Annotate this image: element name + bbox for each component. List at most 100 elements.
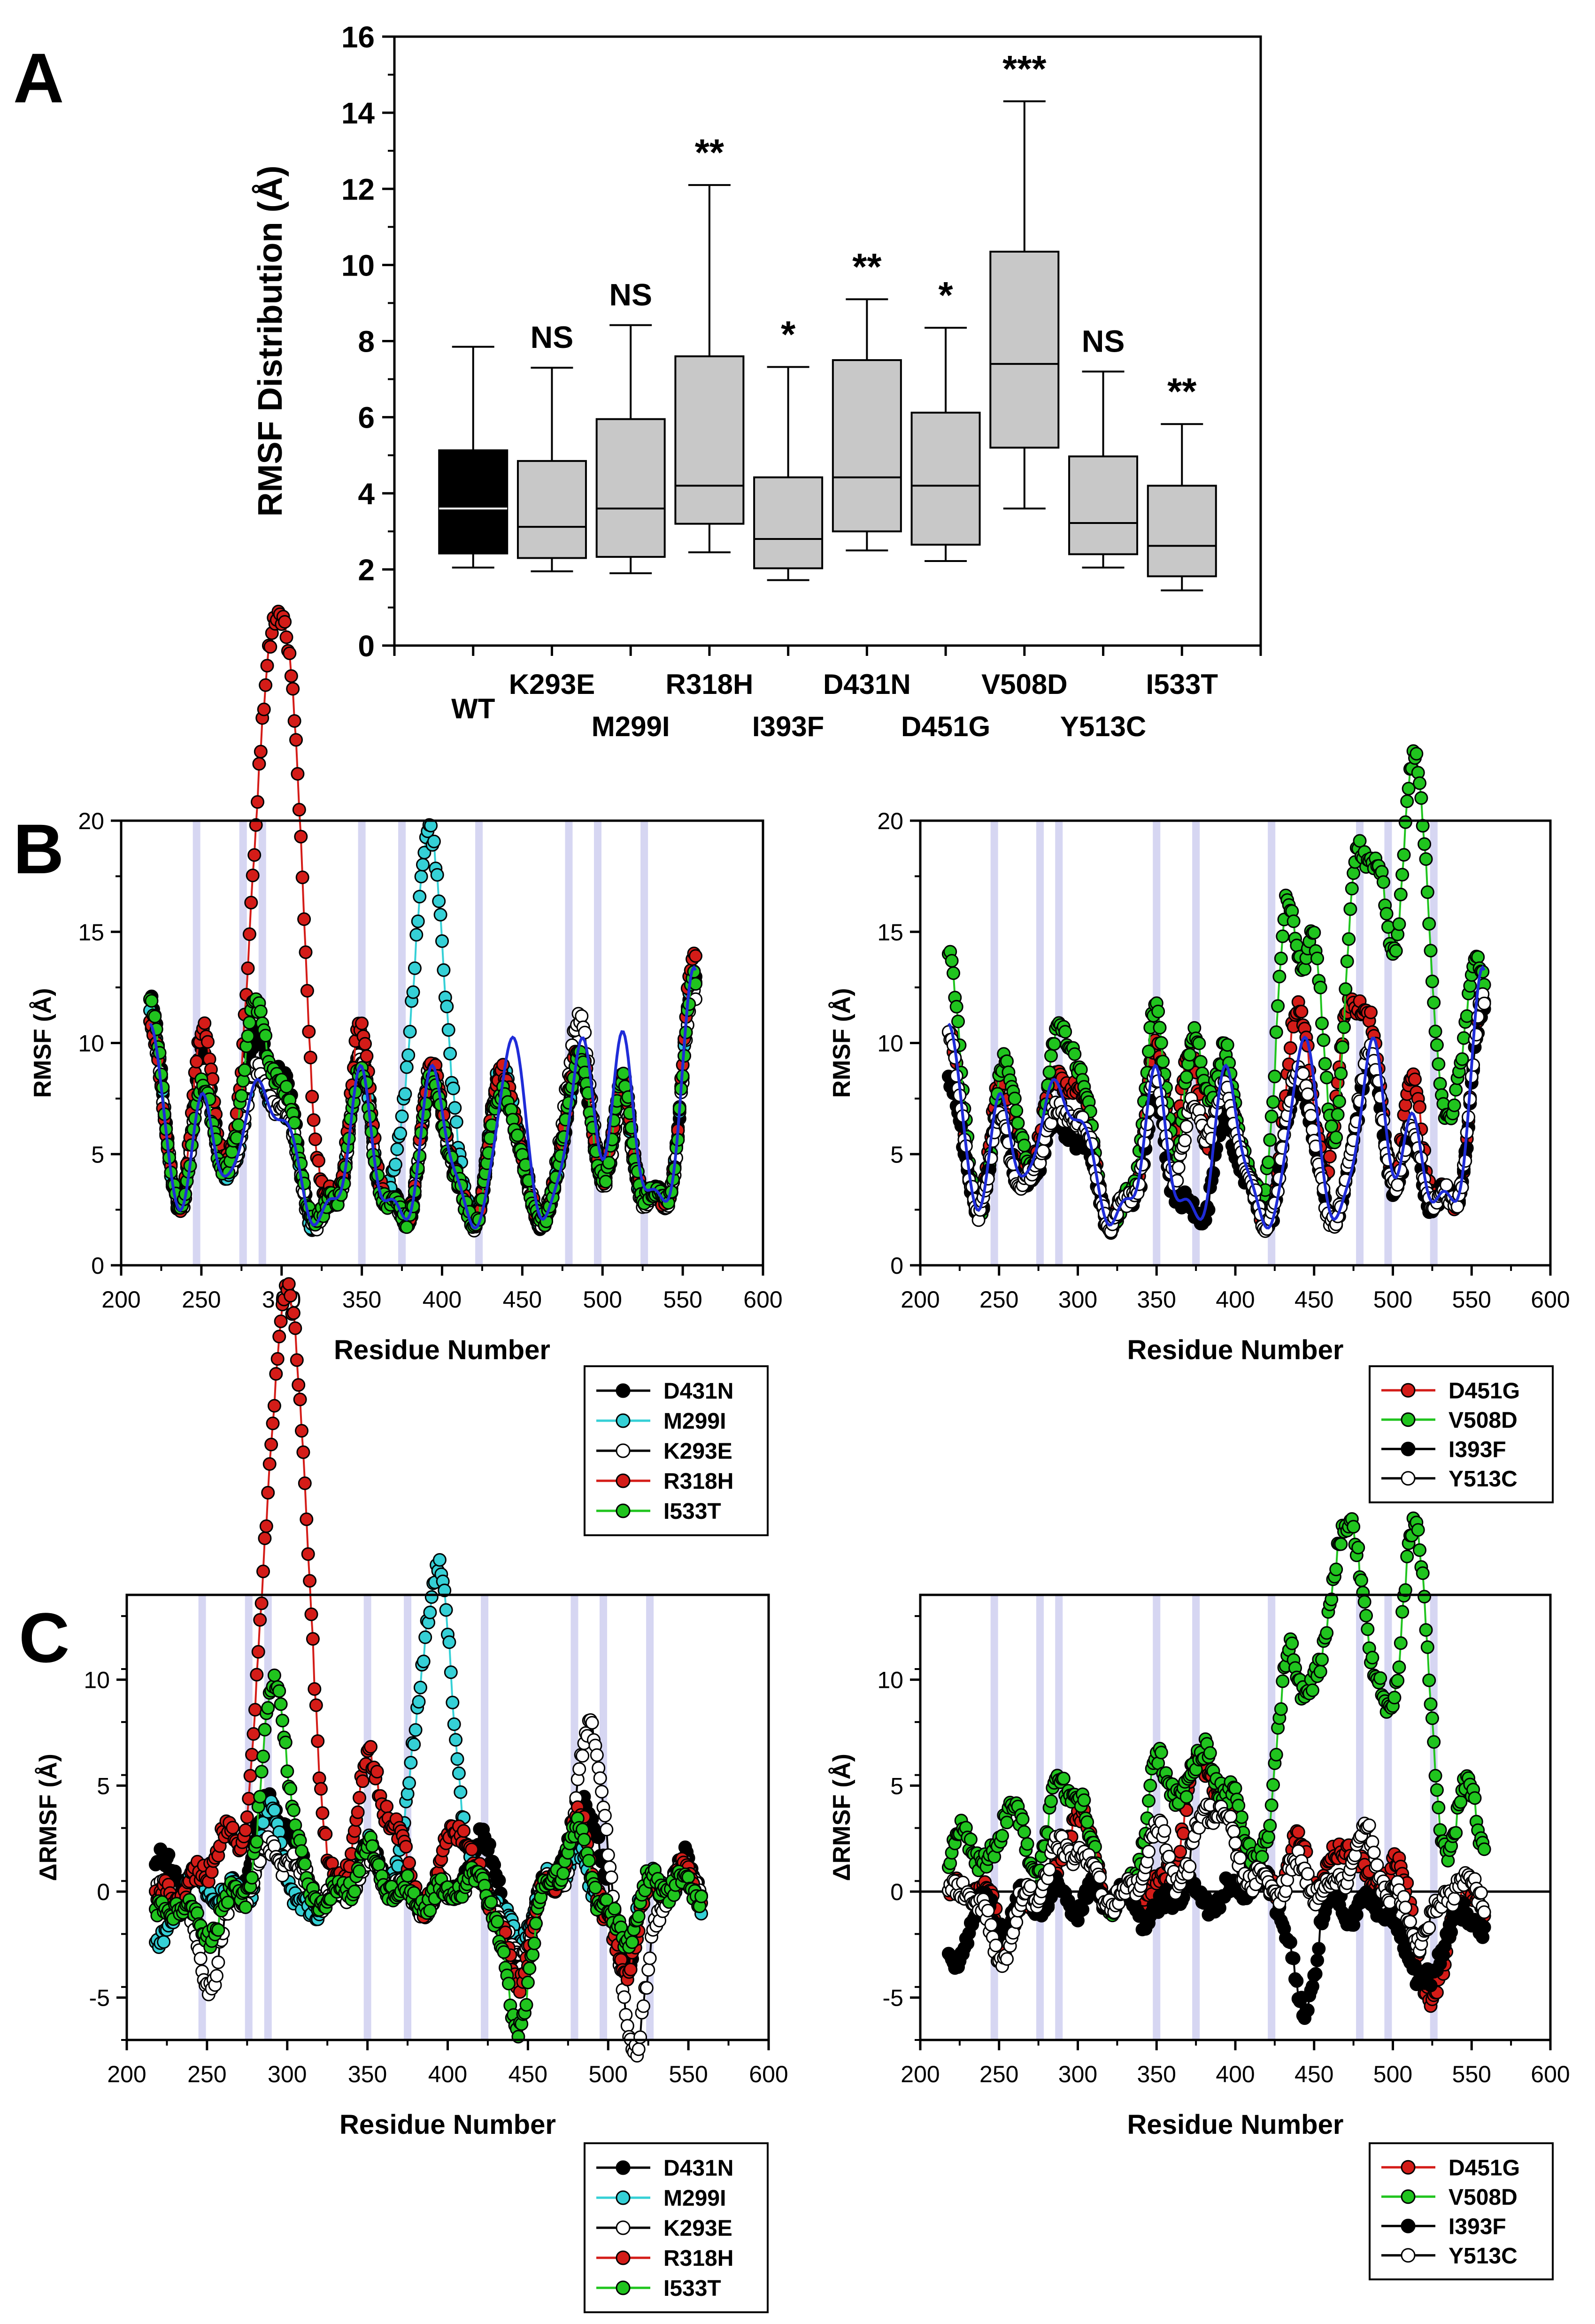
y-tick-label: 4 [358, 477, 375, 511]
data-point [242, 927, 256, 941]
data-point [1343, 902, 1357, 916]
legend-swatch-marker [1401, 1412, 1416, 1427]
y-tick-label: 10 [341, 248, 375, 282]
data-point [575, 1009, 589, 1023]
data-point [403, 1024, 417, 1039]
data-point [398, 1087, 412, 1101]
data-point [424, 1590, 439, 1604]
panel-label-b: B [13, 809, 64, 888]
data-point [287, 714, 301, 728]
data-point [364, 1740, 378, 1754]
line-plot-b-right: 200 250 300 350 400 450 500 550 60005101520Resid… [828, 744, 1570, 1503]
data-point [319, 1827, 333, 1841]
data-point [600, 1823, 614, 1837]
y-tick-label: 0 [890, 1253, 903, 1279]
x-tick-label: 400 [1216, 1286, 1255, 1313]
data-point [1269, 1025, 1283, 1039]
data-point [243, 1769, 257, 1783]
data-point [298, 1857, 312, 1871]
data-point [417, 846, 431, 860]
data-point [1397, 848, 1411, 862]
data-point [244, 896, 258, 909]
data-point [423, 1605, 437, 1619]
data-point [1391, 1178, 1405, 1192]
data-point [604, 1870, 618, 1884]
data-point [286, 1803, 301, 1817]
data-point [284, 669, 298, 683]
data-point [1414, 791, 1428, 805]
box-i533t [1147, 485, 1217, 577]
data-point [641, 1963, 655, 1977]
data-point [295, 1424, 308, 1438]
data-point [1276, 929, 1290, 943]
data-point [529, 1916, 543, 1931]
legend-label: K293E [663, 1439, 732, 1464]
data-point [148, 1009, 162, 1023]
legend-swatch-marker [616, 1443, 631, 1458]
y-tick-label: 5 [890, 1141, 903, 1168]
data-point [269, 1367, 283, 1381]
data-point [290, 1353, 304, 1367]
data-point [1283, 1041, 1297, 1055]
data-point [221, 1895, 235, 1909]
data-point [492, 1873, 506, 1887]
data-point [289, 733, 303, 747]
data-point [298, 1476, 312, 1490]
data-point [413, 890, 427, 904]
data-point [1376, 875, 1390, 889]
data-point [347, 1824, 362, 1838]
data-point [272, 1684, 286, 1698]
data-point [292, 803, 306, 817]
data-point [257, 702, 271, 716]
panel-label-c: C [19, 1598, 69, 1677]
data-point [295, 1844, 308, 1858]
data-point [1287, 914, 1301, 928]
data-point [527, 1936, 541, 1950]
data-point [449, 1733, 463, 1747]
y-tick-label: 5 [91, 1141, 104, 1168]
data-point [1337, 1020, 1351, 1034]
data-point [599, 1175, 613, 1189]
data-point [294, 830, 308, 844]
data-point [446, 1695, 460, 1709]
data-point [457, 1824, 471, 1838]
data-point [1296, 1067, 1310, 1081]
data-point [1332, 1094, 1346, 1108]
data-point [270, 1352, 285, 1366]
data-point [402, 1776, 416, 1790]
box-d451g [910, 411, 981, 546]
data-point [245, 1747, 259, 1762]
data-point [447, 1717, 461, 1731]
data-point [1430, 1038, 1444, 1052]
data-point [1342, 932, 1356, 946]
x-tick-label: 550 [1452, 1286, 1491, 1313]
data-point [590, 1748, 604, 1762]
data-point [1264, 1109, 1279, 1124]
data-point [1047, 1037, 1061, 1051]
data-point [247, 848, 262, 862]
data-point [279, 1080, 293, 1093]
data-point [314, 1782, 328, 1796]
data-point [370, 1765, 384, 1778]
data-point [309, 1698, 323, 1712]
data-point [1156, 1054, 1170, 1069]
data-point [360, 1049, 374, 1063]
data-point [1398, 1098, 1412, 1112]
data-point [439, 1603, 453, 1617]
data-point [311, 1154, 325, 1168]
line-plot-b-left: 20025030035040045050055060005101520Resid… [29, 605, 783, 1536]
significance-label: ** [1167, 370, 1197, 412]
data-point [416, 858, 430, 872]
data-point [304, 1607, 318, 1621]
data-point [949, 1000, 963, 1014]
significance-label: *** [1002, 48, 1047, 90]
data-point [226, 1821, 240, 1835]
data-point [601, 1848, 615, 1862]
x-tick-label: 250 [182, 1286, 221, 1313]
data-point [272, 1330, 286, 1344]
category-label: I393F [752, 711, 824, 742]
data-point [205, 1865, 219, 1879]
data-point [1318, 1057, 1332, 1071]
y-axis-label: RMSF (Å) [828, 988, 855, 1098]
